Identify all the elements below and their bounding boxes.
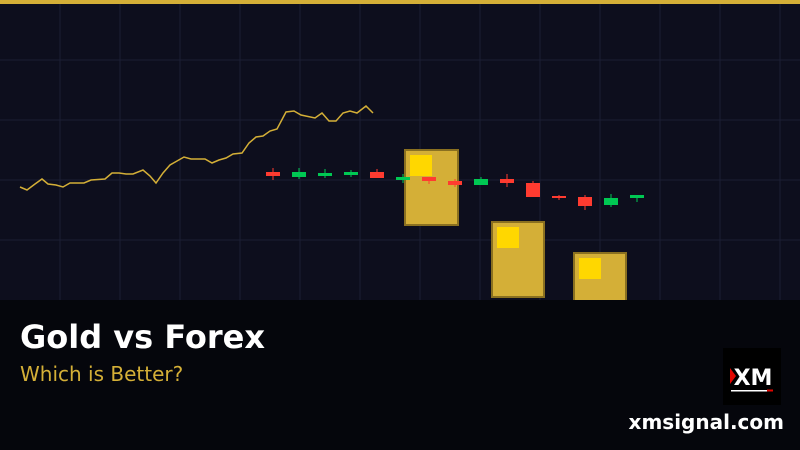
gold-price-line (19, 105, 374, 191)
banner-subtitle: Which is Better? (20, 362, 184, 386)
candle-body (604, 198, 618, 205)
candle-body (552, 196, 566, 198)
candle-body (474, 179, 488, 185)
xm-logo: XM (723, 348, 781, 405)
candle-body (526, 183, 540, 197)
candle-body (630, 195, 644, 198)
gold-bar-shine (579, 258, 601, 279)
website-url: xmsignal.com (628, 410, 784, 434)
decorative-chart (0, 4, 800, 300)
candle-body (448, 181, 462, 185)
top-accent-bar (0, 0, 800, 4)
candle-body (370, 172, 384, 178)
candle-body (344, 172, 358, 175)
candle-body (500, 179, 514, 183)
candle-body (292, 172, 306, 177)
candle-body (318, 173, 332, 176)
candle-body (396, 177, 410, 180)
gold-bar-shine (410, 155, 432, 176)
candle-body (422, 177, 436, 181)
gold-bar-shine (497, 227, 519, 248)
footer-panel (0, 300, 800, 450)
candle-body (578, 197, 592, 206)
svg-text:XM: XM (734, 366, 773, 391)
candle-body (266, 172, 280, 176)
banner-title: Gold vs Forex (20, 318, 265, 356)
